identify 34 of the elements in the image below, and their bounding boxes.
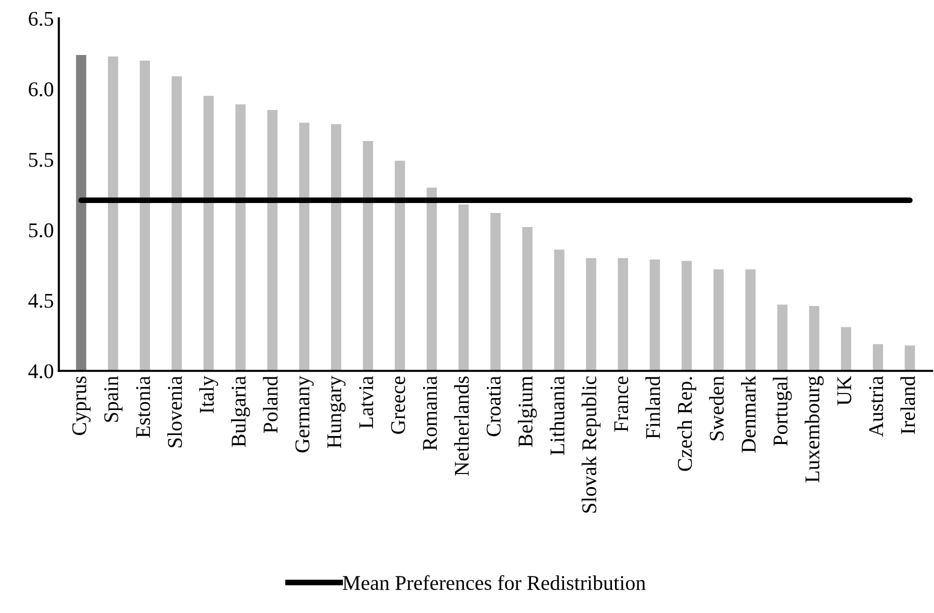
x-tick-label: Denmark [741, 376, 756, 453]
y-tick-label: 6.0 [28, 82, 54, 96]
y-tick-label: 4.0 [28, 364, 54, 378]
x-tick-label: Austria [869, 376, 884, 437]
x-tick-label: Croatia [486, 376, 501, 436]
x-tick-label: Portugal [772, 376, 792, 446]
x-tick-label: Lithuania [550, 376, 564, 455]
x-tick-label: Luxembourg [804, 376, 824, 482]
x-tick-label: Slovenia [167, 376, 182, 448]
legend-label: Mean Preferences for Redistribution [342, 575, 646, 590]
x-tick-label: Italy [199, 376, 218, 414]
y-tick-label: 5.0 [29, 223, 54, 238]
x-tick-label: Hungary [327, 376, 346, 448]
x-tick-label: Finland [645, 376, 660, 439]
x-tick-label: Spain [104, 376, 122, 422]
x-tick-label: Poland [262, 376, 278, 433]
x-tick-label: Latvia [359, 376, 374, 428]
x-tick-label: Slovak Republic [582, 376, 601, 513]
x-tick-label: Germany [295, 376, 314, 452]
x-tick-label: Sweden [709, 376, 724, 440]
y-tick-label: 6.5 [28, 12, 54, 26]
x-tick-label: Cyprus [72, 376, 91, 436]
x-tick-label: Czech Rep. [677, 377, 696, 471]
y-tick-label: 4.5 [28, 294, 54, 308]
x-tick-label: Ireland [900, 376, 916, 434]
x-tick-label: Bulgaria [231, 376, 250, 447]
x-tick-label: Netherlands [454, 376, 469, 476]
x-tick-label: Greece [391, 376, 406, 434]
y-tick-label: 5.5 [29, 152, 54, 167]
x-tick-label: France [614, 376, 628, 432]
x-tick-label: Belgium [518, 376, 537, 447]
x-tick-label: Romania [422, 376, 437, 450]
x-tick-label: UK [837, 376, 852, 406]
x-tick-label: Estonia [136, 376, 150, 438]
